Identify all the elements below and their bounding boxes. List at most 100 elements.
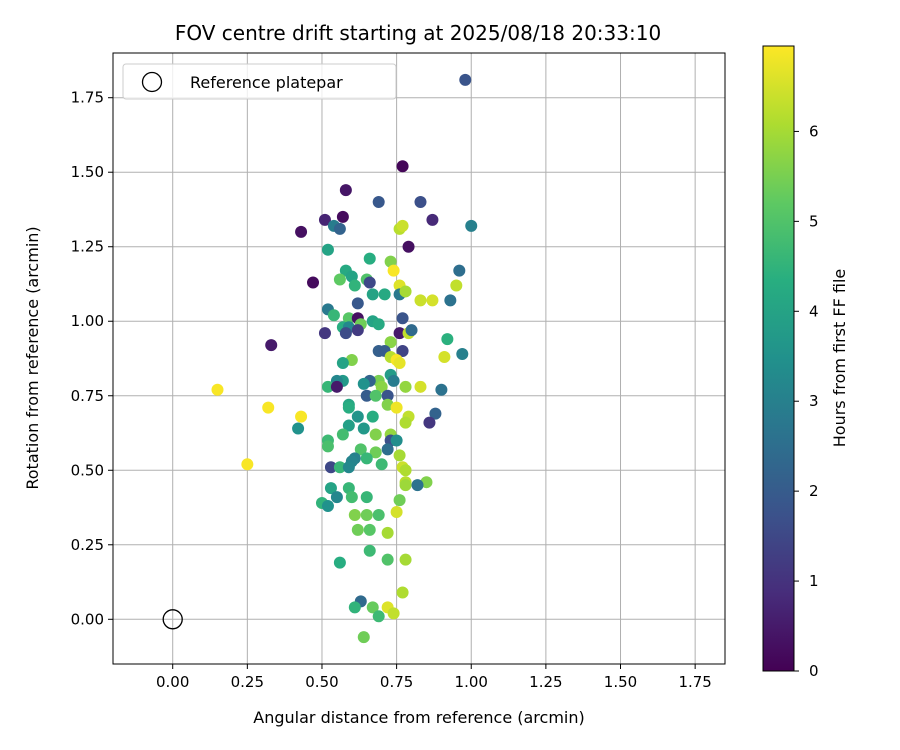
data-point bbox=[295, 410, 308, 423]
data-point bbox=[321, 440, 334, 453]
data-point bbox=[372, 318, 385, 331]
data-point bbox=[369, 446, 382, 459]
data-point bbox=[357, 631, 370, 644]
data-point bbox=[324, 482, 337, 495]
data-point bbox=[411, 479, 424, 492]
grid-lines bbox=[113, 53, 725, 664]
data-point bbox=[351, 297, 364, 310]
data-point bbox=[357, 377, 370, 390]
data-point bbox=[241, 458, 254, 471]
data-point bbox=[450, 279, 463, 292]
data-point bbox=[384, 336, 397, 349]
data-point bbox=[324, 461, 337, 474]
colorbar-gradient bbox=[762, 45, 795, 672]
data-point bbox=[372, 196, 385, 209]
data-point bbox=[292, 422, 305, 435]
x-tick-label: 0.75 bbox=[380, 673, 413, 691]
data-point bbox=[396, 160, 409, 173]
data-point bbox=[426, 294, 439, 307]
data-point bbox=[339, 184, 352, 197]
data-point bbox=[351, 523, 364, 536]
data-point bbox=[372, 508, 385, 521]
colorbar-tick-label: 5 bbox=[809, 212, 819, 230]
data-point bbox=[211, 383, 224, 396]
data-point bbox=[369, 389, 382, 402]
data-point bbox=[321, 500, 334, 513]
data-point bbox=[369, 428, 382, 441]
data-point bbox=[387, 607, 400, 620]
data-point bbox=[360, 389, 373, 402]
colorbar-tick-label: 4 bbox=[809, 302, 819, 320]
data-point bbox=[348, 508, 361, 521]
data-point bbox=[333, 461, 346, 474]
y-tick-label: 1.75 bbox=[71, 89, 104, 107]
data-point bbox=[330, 491, 343, 504]
data-point bbox=[265, 339, 278, 352]
data-point bbox=[262, 401, 275, 414]
data-point bbox=[345, 491, 358, 504]
data-point bbox=[321, 243, 334, 256]
data-point bbox=[387, 374, 400, 387]
x-tick-label: 0.50 bbox=[305, 673, 338, 691]
data-point bbox=[426, 213, 439, 226]
y-tick-label: 0.75 bbox=[71, 387, 104, 405]
data-point bbox=[453, 264, 466, 277]
data-points bbox=[211, 73, 478, 644]
data-point bbox=[348, 279, 361, 292]
plot-area bbox=[113, 53, 725, 664]
data-point bbox=[396, 312, 409, 325]
colorbar-tick-label: 3 bbox=[809, 392, 819, 410]
data-point bbox=[366, 288, 379, 301]
colorbar-tick-label: 2 bbox=[809, 482, 819, 500]
y-axis-ticks: 0.00 0.25 0.50 0.75 1.00 1.25 1.50 1.75 bbox=[71, 89, 113, 628]
data-point bbox=[381, 553, 394, 566]
data-point bbox=[363, 276, 376, 289]
data-point bbox=[423, 416, 436, 429]
data-point bbox=[363, 523, 376, 536]
data-point bbox=[351, 324, 364, 337]
data-point bbox=[378, 288, 391, 301]
data-point bbox=[399, 285, 412, 298]
data-point bbox=[393, 449, 406, 462]
colorbar-tick-label: 1 bbox=[809, 572, 819, 590]
data-point bbox=[393, 494, 406, 507]
x-axis-label: Angular distance from reference (arcmin) bbox=[253, 708, 584, 727]
data-point bbox=[333, 222, 346, 235]
data-point bbox=[375, 380, 388, 393]
data-point bbox=[387, 264, 400, 277]
legend-marker-reference bbox=[141, 71, 163, 93]
data-point bbox=[336, 428, 349, 441]
data-point bbox=[357, 422, 370, 435]
data-point bbox=[405, 324, 418, 337]
reference-marker bbox=[162, 609, 183, 630]
data-point bbox=[381, 389, 394, 402]
y-tick-label: 1.00 bbox=[71, 312, 104, 330]
data-point bbox=[390, 401, 403, 414]
data-point bbox=[366, 601, 379, 614]
x-tick-label: 1.25 bbox=[529, 673, 562, 691]
data-point bbox=[354, 443, 367, 456]
data-point bbox=[342, 312, 355, 325]
plot-frame bbox=[112, 52, 726, 665]
colorbar-ticks: 0 1 2 3 4 5 6 bbox=[794, 122, 819, 680]
legend-box bbox=[122, 63, 397, 100]
colorbar: 0 1 2 3 4 5 6 Hours from first FF file bbox=[762, 45, 849, 680]
y-tick-label: 0.25 bbox=[71, 536, 104, 554]
y-axis-label: Rotation from reference (arcmin) bbox=[23, 226, 42, 489]
data-point bbox=[375, 458, 388, 471]
data-point bbox=[366, 410, 379, 423]
data-point bbox=[399, 380, 412, 393]
data-point bbox=[414, 380, 427, 393]
colorbar-tick-label: 0 bbox=[809, 662, 819, 680]
colorbar-label: Hours from first FF file bbox=[830, 269, 849, 448]
data-point bbox=[402, 240, 415, 253]
data-point bbox=[381, 443, 394, 456]
y-tick-label: 1.50 bbox=[71, 163, 104, 181]
legend-entry-reference: Reference platepar bbox=[190, 73, 343, 92]
data-point bbox=[295, 225, 308, 238]
data-point bbox=[360, 452, 373, 465]
data-point bbox=[435, 383, 448, 396]
data-point bbox=[318, 213, 331, 226]
data-point bbox=[342, 419, 355, 432]
data-point bbox=[360, 491, 373, 504]
